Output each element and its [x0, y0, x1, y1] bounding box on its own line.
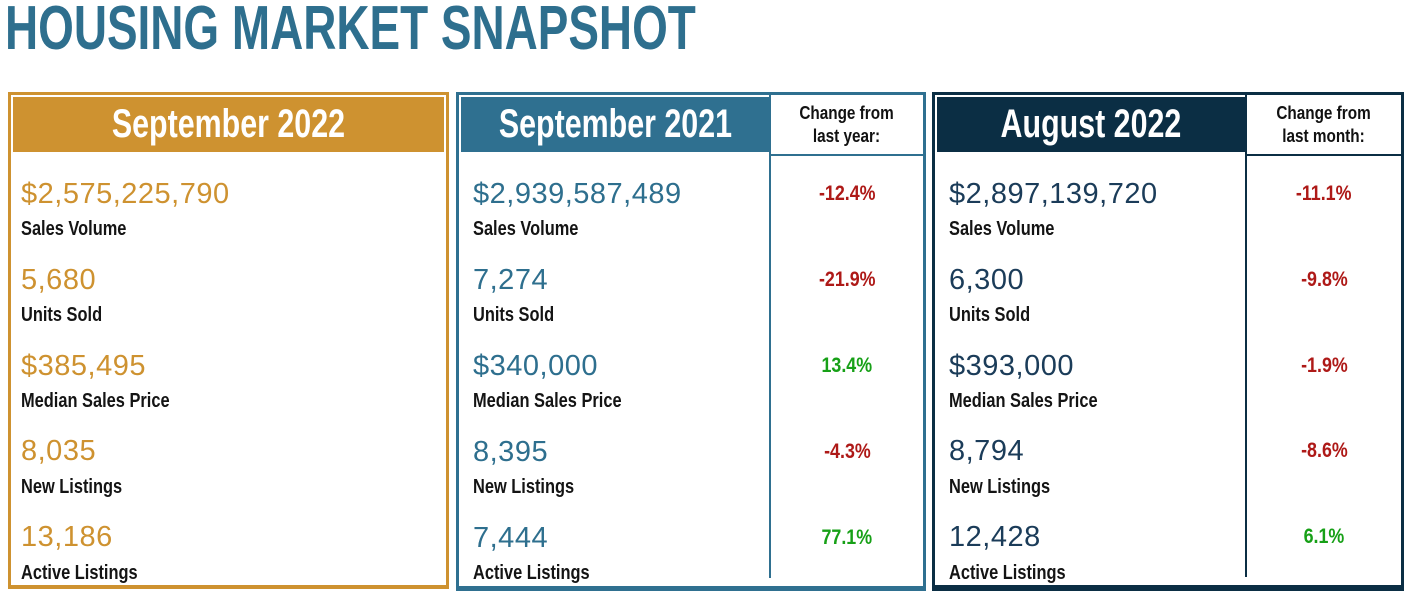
metric-value: $2,575,225,790	[21, 178, 230, 210]
panel-title: August 2022	[1000, 102, 1182, 146]
metric-rows: $2,575,225,790 Sales Volume 5,680 Units …	[11, 156, 446, 585]
metric-value: 6,300	[949, 263, 1025, 296]
change-cell: 6.1%	[1247, 499, 1401, 585]
change-value: -12.4%	[818, 182, 876, 205]
change-value: -11.1%	[1296, 182, 1352, 205]
metric-label: Active Listings	[949, 561, 1066, 584]
metric-label: Sales Volume	[949, 218, 1055, 241]
metric-row-median-sales-price: $393,000 Median Sales Price	[935, 328, 1245, 414]
metric-label: Units Sold	[949, 304, 1031, 327]
metric-label: Median Sales Price	[949, 389, 1098, 412]
change-value: -9.8%	[1300, 267, 1348, 291]
metric-label: Sales Volume	[21, 218, 127, 241]
metric-label: Median Sales Price	[473, 390, 622, 413]
metric-row-active-listings: 13,186 Active Listings	[11, 499, 446, 585]
panel-september-2022: September 2022 $2,575,225,790 Sales Volu…	[8, 92, 449, 589]
change-value: 77.1%	[821, 526, 873, 549]
change-cell: -12.4%	[771, 156, 923, 242]
metric-value: $340,000	[473, 350, 598, 382]
panel-august-2022: August 2022 Change from last month: $2,8…	[932, 92, 1404, 591]
metric-value: 8,395	[473, 436, 549, 468]
panel-header-september-2022: September 2022	[13, 97, 444, 152]
change-value: -8.6%	[1300, 439, 1348, 463]
page-title: HOUSING MARKET SNAPSHOT	[5, 0, 696, 63]
change-cell: -9.8%	[1247, 242, 1401, 328]
change-cell: -8.6%	[1247, 413, 1401, 499]
metric-value: 8,794	[949, 435, 1025, 468]
metric-row-units-sold: 5,680 Units Sold	[11, 242, 446, 328]
metric-row-new-listings: 8,035 New Listings	[11, 413, 446, 499]
metric-value: 7,444	[473, 522, 549, 554]
metric-row-active-listings: 7,444 Active Listings	[459, 500, 769, 586]
metric-value: 12,428	[949, 521, 1041, 554]
panel-september-2021: September 2021 Change from last year: $2…	[456, 92, 926, 591]
change-cell: -21.9%	[771, 242, 923, 328]
metric-label: Median Sales Price	[21, 389, 170, 412]
change-value: 13.4%	[821, 354, 873, 377]
panel-header-september-2021: September 2021	[461, 97, 769, 152]
change-cell: 13.4%	[771, 328, 923, 414]
metric-value: $2,939,587,489	[473, 178, 682, 210]
change-cell: -1.9%	[1247, 328, 1401, 414]
metric-label: Active Listings	[21, 561, 138, 584]
metric-row-sales-volume: $2,939,587,489 Sales Volume	[459, 156, 769, 242]
change-value: -21.9%	[818, 268, 876, 291]
metric-value: $2,897,139,720	[949, 178, 1158, 210]
metric-row-median-sales-price: $340,000 Median Sales Price	[459, 328, 769, 414]
metric-row-active-listings: 12,428 Active Listings	[935, 499, 1245, 585]
metric-label: New Listings	[949, 475, 1051, 498]
change-column-header: Change from last year:	[771, 95, 923, 156]
metric-value: 5,680	[21, 263, 97, 296]
metric-row-sales-volume: $2,575,225,790 Sales Volume	[11, 156, 446, 242]
metric-label: Sales Volume	[473, 218, 579, 241]
metric-row-units-sold: 6,300 Units Sold	[935, 242, 1245, 328]
panel-header-august-2022: August 2022	[937, 97, 1245, 152]
panel-title: September 2021	[498, 102, 732, 146]
metric-row-new-listings: 8,794 New Listings	[935, 413, 1245, 499]
metric-rows: $2,897,139,720 Sales Volume 6,300 Units …	[935, 156, 1245, 585]
change-column-header: Change from last month:	[1247, 95, 1401, 156]
metric-label: Units Sold	[21, 304, 103, 327]
column-divider	[769, 95, 771, 578]
change-column: -11.1% -9.8% -1.9% -8.6% 6.1%	[1247, 156, 1401, 585]
metric-row-units-sold: 7,274 Units Sold	[459, 242, 769, 328]
change-column: -12.4% -21.9% 13.4% -4.3% 77.1%	[771, 156, 923, 586]
change-value: -4.3%	[823, 440, 871, 463]
metric-label: New Listings	[21, 475, 123, 498]
metric-label: Units Sold	[473, 304, 555, 327]
change-cell: 77.1%	[771, 500, 923, 586]
change-cell: -4.3%	[771, 414, 923, 500]
metric-value: 8,035	[21, 435, 97, 468]
change-cell: -11.1%	[1247, 156, 1401, 242]
metric-value: $385,495	[21, 349, 146, 382]
metric-label: New Listings	[473, 476, 575, 499]
metric-rows: $2,939,587,489 Sales Volume 7,274 Units …	[459, 156, 769, 586]
metric-row-median-sales-price: $385,495 Median Sales Price	[11, 328, 446, 414]
change-column-header-label: Change from last month:	[1276, 103, 1372, 146]
metric-value: 7,274	[473, 264, 549, 296]
column-divider	[1245, 95, 1247, 577]
metric-row-sales-volume: $2,897,139,720 Sales Volume	[935, 156, 1245, 242]
change-value: -1.9%	[1300, 353, 1348, 377]
metric-row-new-listings: 8,395 New Listings	[459, 414, 769, 500]
panel-title: September 2022	[111, 102, 346, 146]
metric-label: Active Listings	[473, 562, 590, 585]
change-value: 6.1%	[1303, 525, 1345, 549]
metric-value: 13,186	[21, 521, 113, 554]
change-column-header-label: Change from last year:	[799, 103, 895, 146]
metric-value: $393,000	[949, 349, 1074, 382]
